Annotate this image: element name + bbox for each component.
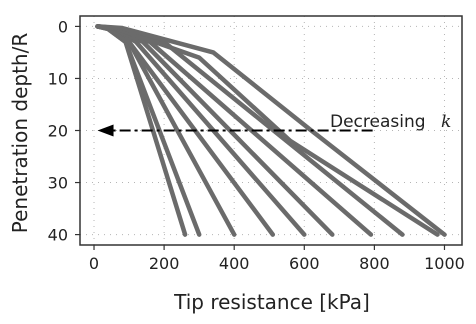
y-tick-label: 30: [48, 174, 68, 193]
y-tick-label: 20: [48, 122, 68, 141]
y-axis: 0 10 20 30 40: [48, 17, 80, 245]
annotation: Decreasing k: [97, 112, 451, 137]
x-tick-label: 400: [219, 254, 250, 273]
x-tick-label: 600: [289, 254, 320, 273]
y-tick-label: 40: [48, 226, 68, 245]
decreasing-label-symbol: k: [441, 112, 451, 132]
x-tick-label: 0: [89, 254, 99, 273]
y-tick-label: 0: [58, 17, 68, 36]
x-tick-label: 200: [149, 254, 180, 273]
decreasing-label: Decreasing k: [330, 112, 451, 132]
decreasing-label-text: Decreasing: [330, 112, 426, 132]
y-tick-label: 10: [48, 69, 68, 88]
x-tick-label: 800: [359, 254, 390, 273]
x-axis-title: Tip resistance [kPa]: [173, 290, 370, 314]
x-tick-label: 1000: [424, 254, 465, 273]
x-axis: 0 200 400 600 800 1000: [89, 245, 465, 273]
decreasing-arrow-head: [97, 124, 114, 137]
y-axis-title: Penetration depth/R: [8, 33, 32, 234]
series-lines: [95, 24, 447, 237]
series-line-10: [95, 24, 447, 237]
